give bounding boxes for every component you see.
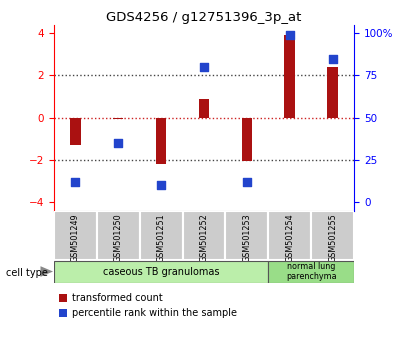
Text: GSM501252: GSM501252 [199,213,209,262]
Bar [97,211,140,260]
Bar [311,211,354,260]
Text: cell type: cell type [6,268,48,278]
Bar [113,118,123,119]
Bar [54,261,268,283]
Text: caseous TB granulomas: caseous TB granulomas [103,267,219,277]
Bar [268,261,354,283]
Text: GSM501249: GSM501249 [71,213,80,262]
Point [115,140,121,146]
Bar [225,211,268,260]
Point [330,56,336,61]
Bar [268,211,311,260]
Bar [242,118,252,161]
Text: GSM501253: GSM501253 [242,213,252,262]
Bar [199,99,209,118]
Title: GDS4256 / g12751396_3p_at: GDS4256 / g12751396_3p_at [106,11,302,24]
Text: GSM501251: GSM501251 [156,213,166,262]
Bar [156,118,166,164]
Bar [70,118,80,145]
Point [158,182,164,188]
Point [201,64,207,70]
Legend: transformed count, percentile rank within the sample: transformed count, percentile rank withi… [59,293,237,318]
Text: normal lung
parenchyma: normal lung parenchyma [286,262,337,281]
Text: GSM501250: GSM501250 [113,213,123,262]
Text: GSM501255: GSM501255 [328,213,337,262]
Bar [183,211,225,260]
Bar [140,211,183,260]
Bar [328,67,338,118]
Bar [285,35,295,118]
Bar [54,211,97,260]
Point [72,179,78,185]
Polygon shape [41,266,53,277]
Text: GSM501254: GSM501254 [285,213,295,262]
Point [244,179,250,185]
Point [287,32,293,38]
